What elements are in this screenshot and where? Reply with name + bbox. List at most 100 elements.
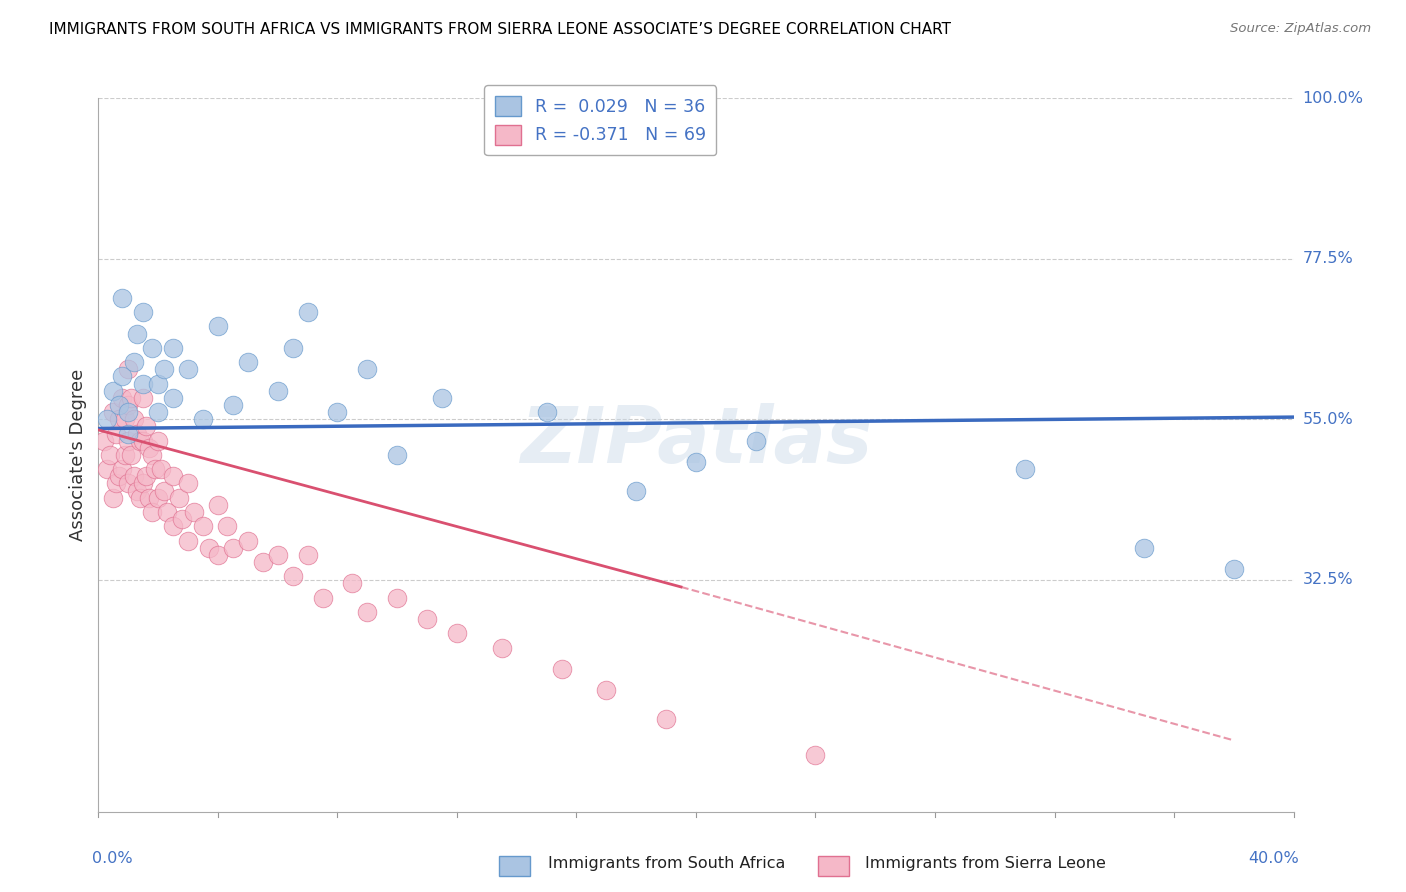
Point — [550, 662, 572, 676]
Y-axis label: Associate's Degree: Associate's Degree — [69, 368, 87, 541]
Point — [655, 712, 678, 726]
Text: IMMIGRANTS FROM SOUTH AFRICA VS IMMIGRANTS FROM SIERRA LEONE ASSOCIATE’S DEGREE : IMMIGRANTS FROM SOUTH AFRICA VS IMMIGRAN… — [49, 22, 952, 37]
Text: Immigrants from Sierra Leone: Immigrants from Sierra Leone — [865, 856, 1105, 871]
Point — [148, 491, 170, 505]
Point — [177, 476, 200, 491]
Point — [132, 391, 155, 405]
Point — [111, 291, 134, 305]
Point — [177, 362, 200, 376]
Point — [207, 319, 229, 334]
Point — [153, 362, 176, 376]
Legend: R =  0.029   N = 36, R = -0.371   N = 69: R = 0.029 N = 36, R = -0.371 N = 69 — [485, 86, 716, 155]
Point — [356, 362, 378, 376]
Point — [595, 683, 617, 698]
Point — [141, 505, 163, 519]
Point — [198, 541, 221, 555]
Point — [446, 626, 468, 640]
Point — [311, 591, 333, 605]
Text: 0.0%: 0.0% — [93, 851, 134, 866]
Point — [148, 405, 170, 419]
Text: 77.5%: 77.5% — [1302, 252, 1353, 266]
Point — [124, 412, 146, 426]
Point — [1223, 562, 1246, 576]
Point — [117, 405, 139, 419]
Point — [103, 384, 125, 398]
Point — [93, 434, 115, 448]
Point — [172, 512, 194, 526]
Text: Immigrants from South Africa: Immigrants from South Africa — [548, 856, 786, 871]
Point — [114, 412, 136, 426]
Point — [326, 405, 349, 419]
Point — [491, 640, 513, 655]
Text: ZIPatlas: ZIPatlas — [520, 402, 872, 479]
Point — [117, 426, 139, 441]
Point — [183, 505, 205, 519]
Point — [342, 576, 364, 591]
Point — [138, 441, 160, 455]
Point — [103, 491, 125, 505]
Point — [114, 448, 136, 462]
Point — [96, 462, 118, 476]
Point — [297, 305, 319, 319]
Point — [385, 448, 409, 462]
Text: 32.5%: 32.5% — [1302, 573, 1353, 587]
Point — [117, 434, 139, 448]
Point — [162, 519, 184, 533]
Point — [236, 355, 259, 369]
Point — [430, 391, 453, 405]
Point — [117, 476, 139, 491]
Point — [191, 412, 214, 426]
Point — [626, 483, 648, 498]
Point — [108, 398, 131, 412]
Point — [177, 533, 200, 548]
Point — [356, 605, 378, 619]
Point — [98, 448, 122, 462]
Point — [120, 391, 142, 405]
Point — [108, 469, 131, 483]
Point — [141, 448, 163, 462]
Point — [162, 469, 184, 483]
Point — [127, 326, 149, 341]
Text: 100.0%: 100.0% — [1302, 91, 1364, 105]
Point — [156, 505, 179, 519]
Text: 55.0%: 55.0% — [1302, 412, 1353, 426]
Point — [252, 555, 274, 569]
Point — [191, 519, 214, 533]
Point — [745, 434, 768, 448]
Point — [222, 398, 245, 412]
Point — [267, 548, 290, 562]
Point — [222, 541, 245, 555]
Point — [132, 305, 155, 319]
Point — [141, 341, 163, 355]
Point — [236, 533, 259, 548]
Point — [124, 355, 146, 369]
Point — [117, 362, 139, 376]
Point — [127, 483, 149, 498]
Point — [105, 476, 128, 491]
Point — [207, 498, 229, 512]
Point — [111, 391, 134, 405]
Point — [132, 376, 155, 391]
Point — [96, 412, 118, 426]
Point — [207, 548, 229, 562]
Point — [148, 434, 170, 448]
Point — [215, 519, 238, 533]
Point — [162, 391, 184, 405]
Point — [1014, 462, 1036, 476]
Point — [536, 405, 558, 419]
Text: 40.0%: 40.0% — [1249, 851, 1299, 866]
Point — [129, 434, 152, 448]
Point — [162, 341, 184, 355]
Point — [129, 491, 152, 505]
Point — [297, 548, 319, 562]
Point — [105, 426, 128, 441]
Point — [135, 419, 157, 434]
Point — [153, 483, 176, 498]
Point — [111, 462, 134, 476]
Point — [416, 612, 439, 626]
Point — [685, 455, 707, 469]
Point — [281, 341, 304, 355]
Point — [281, 569, 304, 583]
Point — [117, 398, 139, 412]
Point — [124, 469, 146, 483]
